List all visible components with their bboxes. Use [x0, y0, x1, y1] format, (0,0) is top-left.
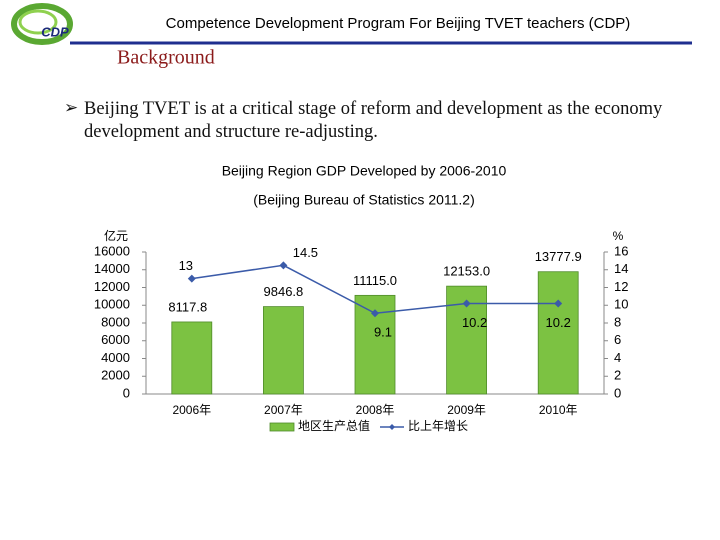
y2-tick-label: 4 [614, 350, 621, 365]
x-tick-label: 2009年 [447, 403, 486, 417]
legend-marker [389, 424, 395, 430]
chart-title: Beijing Region GDP Developed by 2006-201… [222, 163, 507, 179]
section-title: Background [117, 47, 215, 69]
bar [537, 271, 579, 395]
y-tick-label: 6000 [101, 332, 130, 347]
bar [171, 321, 213, 395]
y-tick-label: 14000 [94, 261, 130, 276]
line-marker [371, 309, 379, 318]
legend-swatch [269, 422, 295, 432]
y-tick-label: 8000 [101, 314, 130, 329]
y-tick-label: 0 [123, 385, 130, 400]
logo-swoosh [18, 9, 58, 35]
bullet-text: Beijing TVET is at a critical stage of r… [84, 99, 663, 142]
y-tick-label: 2000 [101, 368, 130, 383]
line-value-label: 10.2 [546, 315, 571, 330]
y2-tick-label: 6 [614, 332, 621, 347]
logo-text: CDP [41, 24, 69, 39]
line-value-label: 9.1 [374, 325, 392, 340]
line-value-label: 14.5 [293, 245, 318, 260]
chart-subtitle: (Beijing Bureau of Statistics 2011.2) [253, 192, 475, 208]
bullet-marker: ➢ [64, 98, 79, 117]
y2-tick-label: 14 [614, 261, 628, 276]
bar-value-label: 12153.0 [443, 264, 490, 279]
x-tick-label: 2008年 [356, 403, 395, 417]
x-tick-label: 2010年 [539, 403, 578, 417]
line-value-label: 10.2 [462, 315, 487, 330]
bar-value-label: 11115.0 [353, 273, 397, 288]
line-marker [187, 274, 196, 283]
bar-value-label: 9846.8 [264, 284, 304, 299]
x-tick-label: 2007年 [264, 403, 303, 417]
bar [262, 306, 304, 395]
line-marker [279, 261, 288, 270]
y-tick-label: 12000 [94, 279, 130, 294]
y2-axis-label: % [613, 229, 624, 243]
line-marker [462, 299, 471, 308]
y-tick-label: 4000 [101, 350, 130, 365]
y2-tick-label: 2 [614, 368, 621, 383]
line-value-label: 13 [179, 258, 193, 273]
y2-tick-label: 10 [614, 297, 628, 312]
y-tick-label: 16000 [94, 243, 130, 258]
header-title: Competence Development Program For Beiji… [166, 15, 631, 32]
legend-label: 比上年增长 [408, 419, 468, 433]
x-tick-label: 2006年 [172, 403, 211, 417]
y2-tick-label: 8 [614, 314, 621, 329]
bar-value-label: 13777.9 [535, 249, 582, 264]
y2-tick-label: 16 [614, 243, 628, 258]
line-marker [554, 299, 563, 308]
logo-swoosh [11, 3, 73, 45]
y2-tick-label: 12 [614, 279, 628, 294]
y-axis-label: 亿元 [104, 228, 128, 243]
y2-tick-label: 0 [614, 385, 621, 400]
legend-label: 地区生产总值 [298, 418, 370, 433]
y-tick-label: 10000 [94, 297, 130, 312]
bar-value-label: 8117.8 [168, 299, 207, 314]
